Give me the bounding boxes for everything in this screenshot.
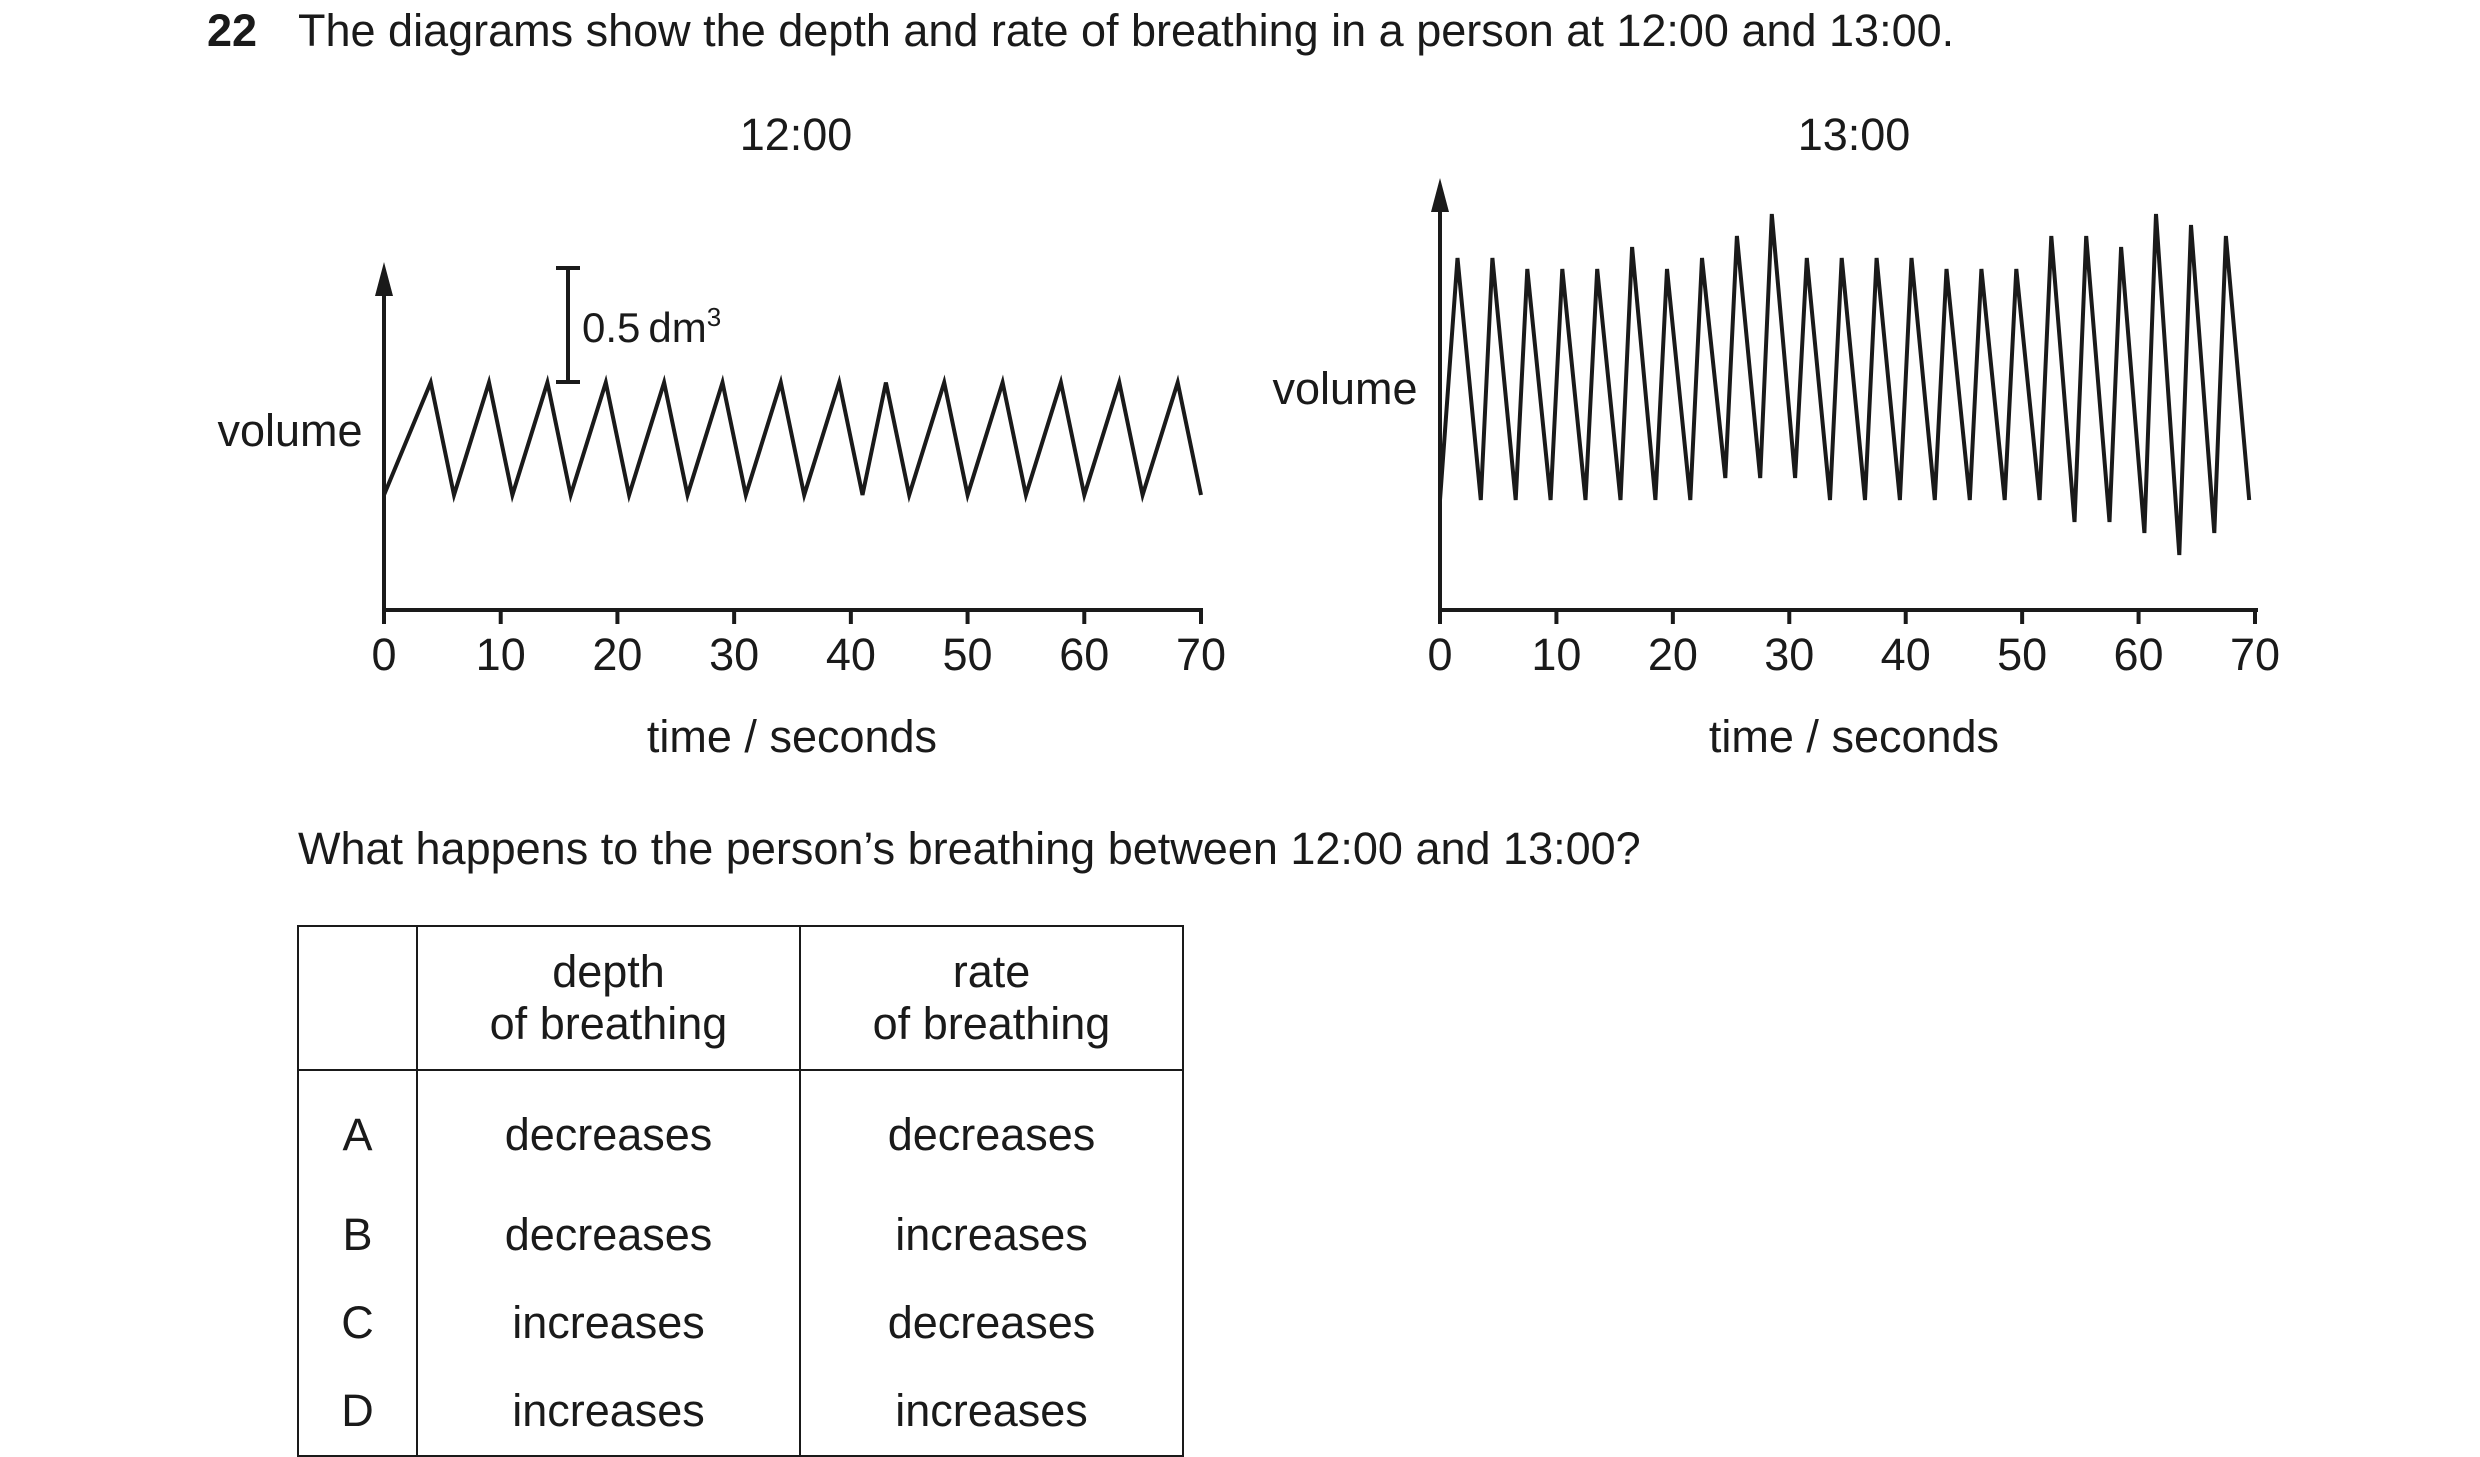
diagram-1300-x-ticks: 0 10 20 30 40 50 60 70 (1427, 610, 2280, 680)
option-letter: A (297, 1070, 418, 1191)
x-tick-label: 70 (1176, 629, 1226, 680)
diagram-1200: 12:00 volume time / seconds 0 10 20 30 40 50 6… (217, 109, 1226, 762)
diagram-1300-xlabel: time / seconds (1709, 711, 1999, 762)
scale-bar: 0.5 dm3 (556, 266, 721, 384)
x-tick-label: 10 (476, 629, 526, 680)
option-row-b[interactable]: B decreases increases (297, 1191, 1184, 1279)
option-rate: decreases (799, 1279, 1184, 1367)
diagram-1200-x-ticks: 0 10 20 30 40 50 60 70 (371, 610, 1226, 680)
option-depth: increases (416, 1367, 801, 1457)
question-number: 22 (207, 5, 258, 56)
x-tick-label: 30 (709, 629, 759, 680)
diagram-1300: 13:00 volume time / seconds 0 10 20 30 40 50 6… (1272, 109, 2280, 762)
x-tick-label: 0 (1427, 629, 1452, 680)
option-rate: decreases (799, 1070, 1184, 1191)
diagram-1200-xlabel: time / seconds (647, 711, 937, 762)
x-tick-label: 50 (1997, 629, 2047, 680)
x-tick-label: 0 (371, 629, 396, 680)
x-tick-label: 40 (1881, 629, 1931, 680)
option-depth: decreases (416, 1070, 801, 1191)
table-header-row: depth of breathing rate of breathing (297, 925, 1184, 1071)
diagram-1300-title: 13:00 (1798, 109, 1911, 160)
x-tick-label: 20 (1648, 629, 1698, 680)
diagram-1200-trace (382, 374, 1203, 503)
option-rate: increases (799, 1367, 1184, 1457)
option-depth: increases (416, 1279, 801, 1367)
option-letter: B (297, 1191, 418, 1279)
x-tick-label: 70 (2230, 629, 2280, 680)
x-tick-label: 60 (1059, 629, 1109, 680)
option-letter: C (297, 1279, 418, 1367)
diagram-1200-ylabel: volume (217, 405, 362, 456)
option-row-d[interactable]: D increases increases (297, 1367, 1184, 1457)
x-tick-label: 30 (1764, 629, 1814, 680)
diagram-1300-trace (1438, 213, 2252, 556)
x-tick-label: 10 (1531, 629, 1581, 680)
x-tick-label: 50 (943, 629, 993, 680)
question-text: The diagrams show the depth and rate of … (298, 5, 1955, 56)
scale-bar-label: 0.5 dm3 (582, 302, 721, 351)
diagram-1300-ylabel: volume (1272, 363, 1417, 414)
option-letter: D (297, 1367, 418, 1457)
diagram-1300-y-arrow (1431, 178, 1449, 212)
x-tick-label: 20 (592, 629, 642, 680)
diagram-1200-y-arrow (375, 262, 393, 296)
header-rate: rate of breathing (799, 925, 1184, 1071)
question-prompt: What happens to the person’s breathing b… (298, 823, 1641, 874)
header-blank (297, 925, 418, 1071)
breathing-diagrams: 12:00 volume time / seconds 0 10 20 30 40 50 6… (217, 109, 2280, 762)
x-tick-label: 60 (2114, 629, 2164, 680)
option-rate: increases (799, 1191, 1184, 1279)
x-tick-label: 40 (826, 629, 876, 680)
option-depth: decreases (416, 1191, 801, 1279)
answer-table: depth of breathing rate of breathing A dec… (297, 925, 1184, 1457)
header-depth: depth of breathing (416, 925, 801, 1071)
option-row-a[interactable]: A decreases decreases (297, 1070, 1184, 1191)
diagram-1200-title: 12:00 (740, 109, 853, 160)
option-row-c[interactable]: C increases decreases (297, 1279, 1184, 1367)
